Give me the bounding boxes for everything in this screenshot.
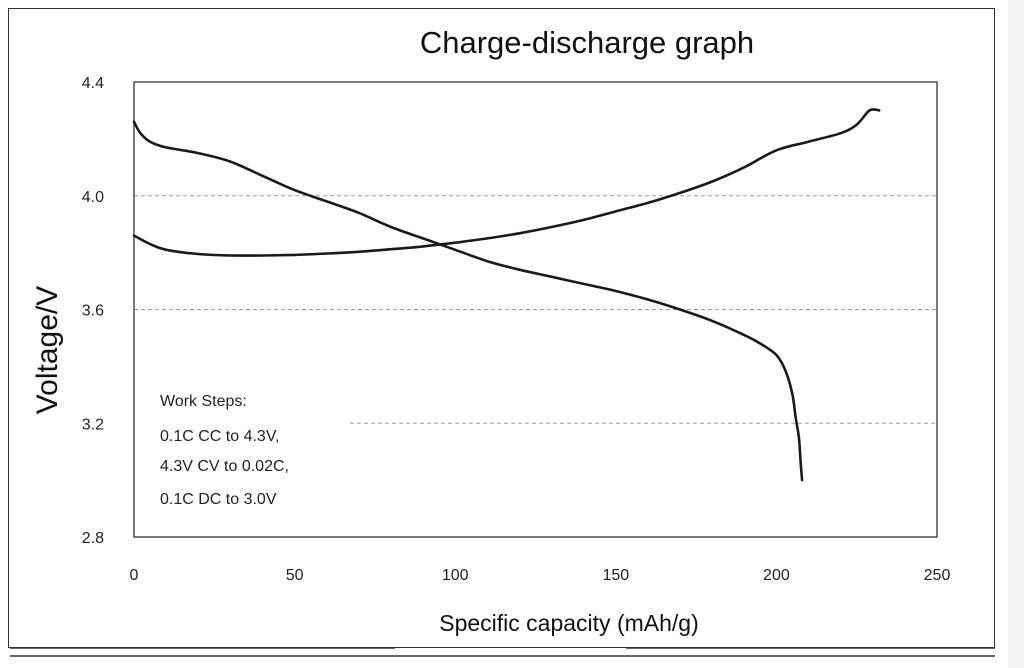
tick-layer: 0 50 100 150 200 250 2.8 3.2 3.6 4.0 4.4 bbox=[82, 75, 951, 584]
right-edge-strip bbox=[1008, 0, 1024, 668]
bottom-rules bbox=[10, 647, 995, 657]
x-tick-label: 100 bbox=[442, 567, 469, 584]
x-tick-label: 150 bbox=[602, 567, 629, 584]
plot-area bbox=[133, 81, 938, 538]
grid-layer bbox=[134, 195, 937, 424]
y-tick-label: 3.2 bbox=[82, 416, 104, 433]
y-tick-label: 4.0 bbox=[82, 189, 104, 206]
y-tick-label: 2.8 bbox=[82, 530, 104, 547]
y-tick-label: 4.4 bbox=[82, 75, 104, 92]
chart-title: Charge-discharge graph bbox=[420, 25, 754, 60]
series-layer bbox=[132, 108, 881, 482]
work-steps-heading: Work Steps: bbox=[160, 393, 247, 410]
y-tick-label: 3.6 bbox=[82, 303, 104, 320]
y-axis-label: Voltage/V bbox=[31, 286, 64, 414]
work-step-1: 0.1C CC to 4.3V, bbox=[160, 428, 279, 445]
series-line-charge bbox=[132, 108, 881, 257]
series-line-discharge bbox=[132, 120, 804, 482]
work-step-3: 0.1C DC to 3.0V bbox=[160, 491, 277, 508]
chart-frame bbox=[8, 8, 995, 648]
x-tick-label: 250 bbox=[924, 567, 951, 584]
work-step-2: 4.3V CV to 0.02C, bbox=[160, 458, 289, 475]
x-tick-label: 200 bbox=[763, 567, 790, 584]
work-steps-annotation: Work Steps: 0.1C CC to 4.3V, 4.3V CV to … bbox=[160, 393, 289, 508]
x-tick-label: 0 bbox=[130, 567, 139, 584]
x-tick-label: 50 bbox=[286, 567, 304, 584]
x-axis-label: Specific capacity (mAh/g) bbox=[439, 610, 698, 636]
